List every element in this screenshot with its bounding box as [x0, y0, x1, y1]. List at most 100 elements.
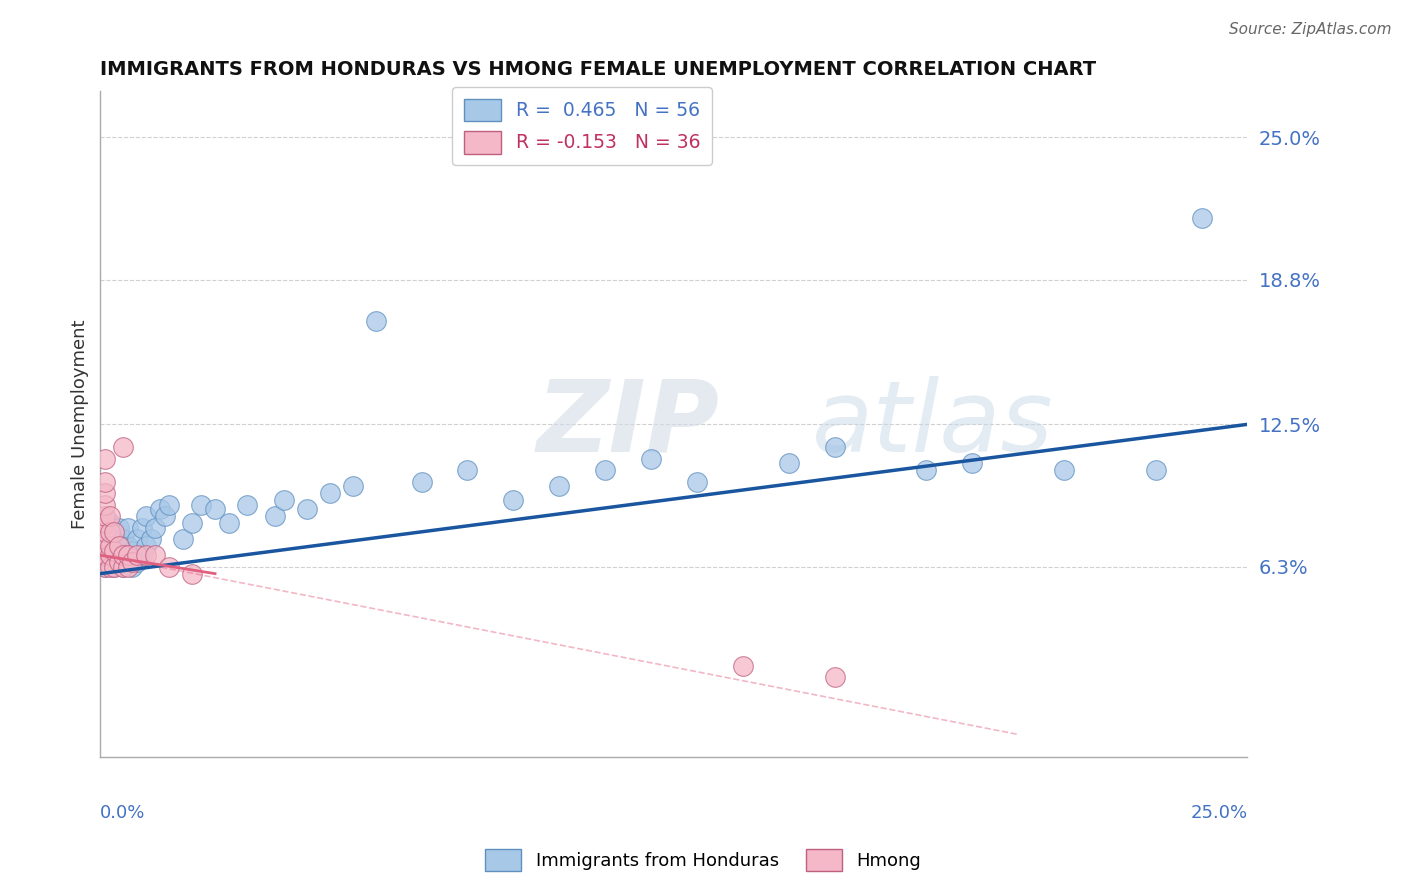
Point: [91, 521, 114, 535]
Point: [107, 555, 129, 569]
Point: [778, 456, 800, 470]
Point: [94, 486, 117, 500]
Point: [103, 543, 125, 558]
Point: [103, 559, 125, 574]
Point: [112, 440, 135, 454]
Text: 25.0%: 25.0%: [1191, 804, 1247, 822]
Point: [103, 559, 125, 574]
Point: [117, 521, 139, 535]
Point: [157, 498, 180, 512]
Point: [640, 451, 662, 466]
Point: [319, 486, 342, 500]
Point: [121, 555, 143, 569]
Point: [103, 543, 125, 558]
Point: [98, 516, 121, 530]
Point: [91, 548, 114, 562]
Point: [98, 539, 121, 553]
Point: [107, 521, 129, 535]
Point: [125, 532, 148, 546]
Point: [94, 516, 117, 530]
Point: [112, 559, 135, 574]
Point: [190, 498, 212, 512]
Point: [94, 559, 117, 574]
Point: [172, 532, 194, 546]
Point: [98, 532, 121, 546]
Point: [960, 456, 983, 470]
Point: [456, 463, 478, 477]
Text: 0.0%: 0.0%: [100, 804, 146, 822]
Point: [107, 539, 129, 553]
Point: [117, 548, 139, 562]
Point: [131, 521, 153, 535]
Point: [112, 532, 135, 546]
Point: [686, 475, 709, 489]
Point: [117, 559, 139, 574]
Point: [94, 559, 117, 574]
Point: [204, 502, 226, 516]
Point: [1191, 211, 1213, 225]
Point: [364, 314, 387, 328]
Point: [112, 548, 135, 562]
Point: [131, 548, 153, 562]
Point: [273, 493, 295, 508]
Point: [218, 516, 240, 530]
Point: [295, 502, 318, 516]
Point: [411, 475, 433, 489]
Point: [593, 463, 616, 477]
Point: [1053, 463, 1076, 477]
Point: [145, 548, 167, 562]
Point: [125, 555, 148, 569]
Text: ZIP: ZIP: [536, 376, 720, 473]
Point: [824, 440, 846, 454]
Point: [181, 516, 204, 530]
Point: [107, 539, 129, 553]
Text: atlas: atlas: [811, 376, 1053, 473]
Point: [117, 539, 139, 553]
Point: [342, 479, 364, 493]
Point: [98, 525, 121, 540]
Point: [103, 525, 125, 540]
Point: [1144, 463, 1167, 477]
Text: Source: ZipAtlas.com: Source: ZipAtlas.com: [1229, 22, 1392, 37]
Point: [94, 532, 117, 546]
Legend: Immigrants from Honduras, Hmong: Immigrants from Honduras, Hmong: [478, 842, 928, 879]
Point: [153, 509, 176, 524]
Point: [135, 548, 157, 562]
Point: [121, 543, 143, 558]
Point: [94, 509, 117, 524]
Text: IMMIGRANTS FROM HONDURAS VS HMONG FEMALE UNEMPLOYMENT CORRELATION CHART: IMMIGRANTS FROM HONDURAS VS HMONG FEMALE…: [100, 60, 1097, 78]
Point: [94, 498, 117, 512]
Point: [103, 525, 125, 540]
Point: [98, 509, 121, 524]
Point: [98, 548, 121, 562]
Point: [94, 539, 117, 553]
Point: [502, 493, 524, 508]
Point: [824, 670, 846, 684]
Legend: R =  0.465   N = 56, R = -0.153   N = 36: R = 0.465 N = 56, R = -0.153 N = 36: [453, 87, 711, 165]
Point: [135, 539, 157, 553]
Point: [181, 566, 204, 581]
Point: [107, 555, 129, 569]
Point: [548, 479, 571, 493]
Point: [149, 502, 172, 516]
Point: [135, 509, 157, 524]
Y-axis label: Female Unemployment: Female Unemployment: [72, 319, 89, 529]
Point: [112, 559, 135, 574]
Point: [139, 532, 162, 546]
Point: [94, 475, 117, 489]
Point: [94, 548, 117, 562]
Point: [94, 525, 117, 540]
Point: [915, 463, 938, 477]
Point: [731, 658, 754, 673]
Point: [117, 555, 139, 569]
Point: [125, 548, 148, 562]
Point: [94, 539, 117, 553]
Point: [98, 559, 121, 574]
Point: [236, 498, 259, 512]
Point: [121, 559, 143, 574]
Point: [98, 548, 121, 562]
Point: [94, 451, 117, 466]
Point: [157, 559, 180, 574]
Point: [145, 521, 167, 535]
Point: [263, 509, 285, 524]
